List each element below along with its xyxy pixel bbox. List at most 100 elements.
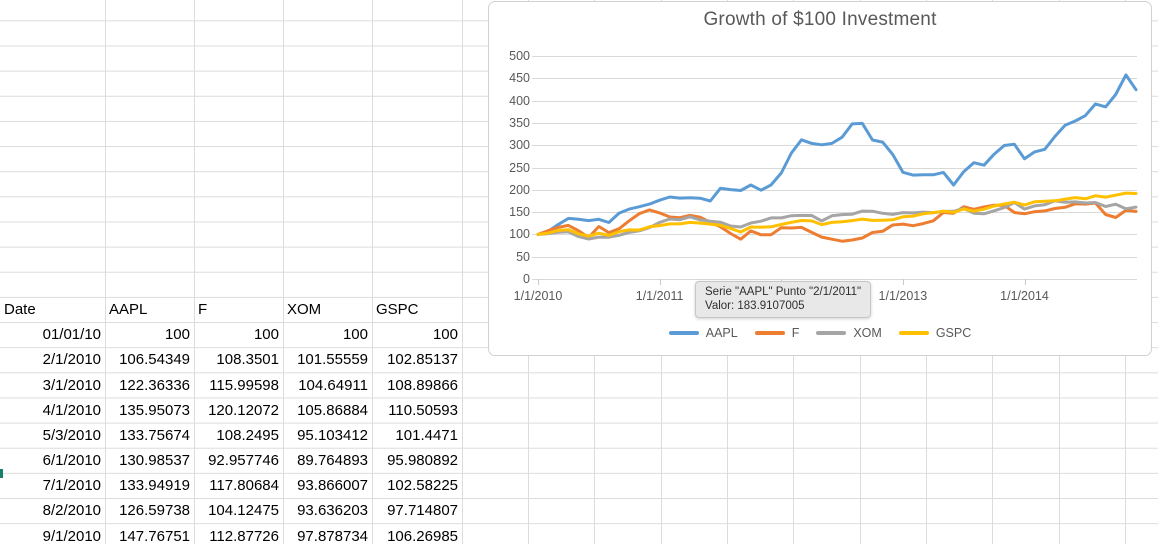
table-cell[interactable]: 102.58225 [387,477,458,495]
table-cell[interactable]: 93.636203 [297,502,368,520]
table-cell[interactable]: 147.76751 [119,527,190,545]
table-cell[interactable]: 100 [164,326,190,344]
column-header-cell[interactable]: AAPL [109,301,148,318]
table-cell[interactable]: 108.2495 [216,426,279,444]
table-cell[interactable]: 104.12475 [208,502,279,520]
table-cell[interactable]: 102.85137 [387,351,458,369]
chart-gridline [532,122,1137,124]
chart-gridline [532,145,1137,147]
legend-item-xom[interactable]: XOM [816,326,882,340]
y-axis-label: 200 [509,182,530,197]
table-cell[interactable]: 115.99598 [209,376,279,394]
y-axis-label: 100 [509,227,530,242]
table-cell[interactable]: 110.50593 [388,401,458,419]
x-axis-label: 1/1/2011 [635,289,684,303]
table-cell[interactable]: 133.75674 [119,426,190,444]
table-cell[interactable]: 122.36336 [119,376,190,394]
table-cell[interactable]: 100 [342,326,368,344]
chart-plot-area[interactable] [536,56,1138,279]
chart-legend: AAPL F XOM GSPC [489,324,1151,342]
table-cell[interactable]: 3/1/2010 [42,376,101,394]
y-axis-label: 400 [509,93,530,108]
sheet-gridline [283,0,284,544]
table-cell[interactable]: 95.103412 [297,426,368,444]
column-header-cell[interactable]: F [198,301,208,318]
table-cell[interactable]: 01/01/10 [42,326,101,344]
table-cell[interactable]: 93.866007 [297,477,368,495]
chart-gridline [532,256,1137,258]
chart-gridline [532,189,1137,191]
x-axis-tick [659,279,661,285]
legend-item-f[interactable]: F [754,326,800,340]
table-cell[interactable]: 89.764893 [297,452,368,470]
x-axis-tick [1024,279,1026,285]
x-axis-label: 1/1/2013 [878,289,928,303]
sheet-gridline [462,0,463,544]
table-cell[interactable]: 97.714807 [387,502,458,520]
legend-item-gspc[interactable]: GSPC [898,326,972,340]
legend-label: GSPC [935,326,972,340]
legend-label: XOM [853,326,882,340]
table-cell[interactable]: 108.89866 [387,376,458,394]
table-cell[interactable]: 101.55559 [297,351,368,369]
y-axis-label: 500 [509,49,530,63]
table-cell[interactable]: 100 [253,326,279,344]
table-cell[interactable]: 92.957746 [208,452,279,470]
table-cell[interactable]: 104.64911 [298,376,368,394]
table-cell[interactable]: 9/1/2010 [42,527,101,545]
legend-item-aapl[interactable]: AAPL [668,326,738,340]
series-line-gspc[interactable] [536,191,1138,238]
table-cell[interactable]: 4/1/2010 [42,401,101,419]
sheet-gridline [372,0,373,544]
table-cell[interactable]: 8/2/2010 [42,502,101,520]
column-header-cell[interactable]: GSPC [376,301,419,318]
table-cell[interactable]: 130.98537 [119,452,190,470]
tooltip-series-line: Serie "AAPL" Punto "2/1/2011" [705,286,862,298]
chart-gridline [532,234,1137,236]
table-cell[interactable]: 112.87726 [209,527,279,545]
chart-tooltip: Serie "AAPL" Punto "2/1/2011" Valor: 183… [695,281,872,318]
chart-gridline [532,56,1137,57]
series-line-xom[interactable] [536,199,1138,241]
y-axis-label: 0 [523,272,530,286]
table-cell[interactable]: 7/1/2010 [42,477,101,495]
chart-title: Growth of $100 Investment [703,9,937,30]
table-cell[interactable]: 100 [432,326,458,344]
x-axis-label: 1/1/2010 [513,289,563,303]
table-cell[interactable]: 5/3/2010 [42,426,101,444]
series-line-f[interactable] [536,201,1138,243]
table-cell[interactable]: 6/1/2010 [42,452,101,470]
legend-label: F [791,326,800,340]
sheet-gridline [105,0,106,544]
table-cell[interactable]: 2/1/2010 [42,351,101,369]
table-cell[interactable]: 106.26985 [387,527,458,545]
chart-gridline [532,167,1137,169]
series-line-aapl[interactable] [536,73,1138,236]
y-axis-label: 450 [509,71,530,86]
y-axis-label: 250 [509,160,530,175]
table-cell[interactable]: 126.59738 [119,502,190,520]
table-cell[interactable]: 105.86884 [297,401,368,419]
x-axis-label: 1/1/2014 [1000,289,1049,303]
column-header-cell[interactable]: XOM [287,301,322,318]
tooltip-value-line: Valor: 183.9107005 [705,299,805,312]
column-header-cell[interactable]: Date [4,301,36,318]
legend-swatch-icon [816,331,847,335]
table-cell[interactable]: 95.980892 [387,452,458,470]
legend-swatch-icon [668,331,699,335]
table-cell[interactable]: 106.54349 [119,351,190,369]
legend-swatch-icon [754,331,785,335]
table-cell[interactable]: 101.4471 [395,426,458,444]
table-cell[interactable]: 117.80684 [209,477,279,495]
table-cell[interactable]: 120.12072 [208,401,279,419]
y-axis-label: 150 [509,205,530,220]
chart-gridline [532,78,1137,80]
chart-gridline [532,100,1137,102]
row-marker [0,469,3,478]
table-cell[interactable]: 108.3501 [216,351,279,369]
legend-label: AAPL [705,326,738,340]
table-cell[interactable]: 133.94919 [119,477,190,495]
table-cell[interactable]: 97.878734 [297,527,368,545]
table-cell[interactable]: 135.95073 [119,401,190,419]
chart-gridline [532,279,1137,280]
